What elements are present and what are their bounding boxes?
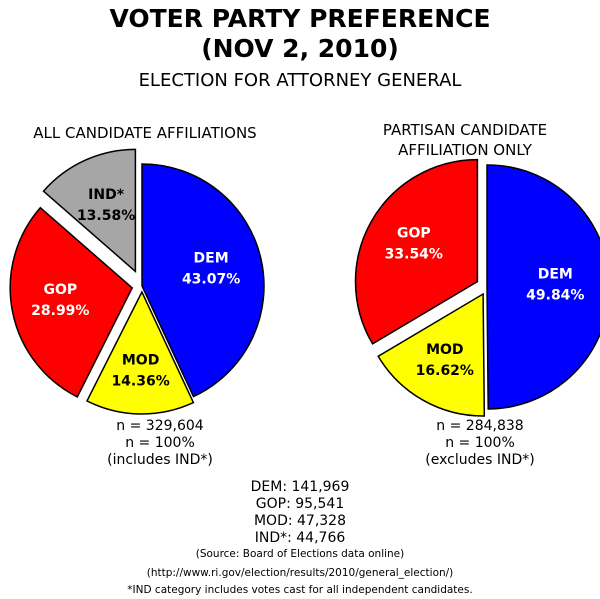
pie2-note-pct: n = 100%	[445, 435, 515, 451]
pie2-title-line2: AFFILIATION ONLY	[398, 141, 532, 159]
slice-label-mod: MOD	[426, 342, 463, 358]
slice-value-dem: 43.07%	[182, 272, 240, 288]
slice-value-mod: 16.62%	[416, 363, 474, 379]
total-ind: IND*: 44,766	[254, 530, 346, 546]
pie1-title: ALL CANDIDATE AFFILIATIONS	[33, 124, 257, 142]
total-gop: GOP: 95,541	[255, 496, 345, 512]
chart-title-line1: VOTER PARTY PREFERENCE	[109, 4, 491, 33]
pie-slice-dem	[486, 164, 600, 410]
slice-label-mod: MOD	[122, 353, 159, 369]
slice-value-mod: 14.36%	[111, 374, 169, 390]
pie2-title-line1: PARTISAN CANDIDATE	[382, 121, 548, 139]
total-dem: DEM: 141,969	[250, 479, 350, 495]
pie-chart-partisan-only: DEM 49.84% MOD 16.62% GOP 33.54%	[354, 158, 600, 417]
pie-chart-all-affiliations: DEM 43.07% MOD 14.36% GOP 28.99% IND* 13.58%	[9, 148, 265, 415]
pie-slice-dem	[141, 163, 265, 398]
pie-slice-gop	[9, 206, 134, 398]
pie1-note-n: n = 329,604	[116, 418, 204, 434]
chart-title-line2: (NOV 2, 2010)	[201, 34, 399, 63]
slice-label-dem: DEM	[194, 251, 229, 267]
slice-label-gop: GOP	[43, 282, 77, 298]
slice-value-ind: 13.58%	[77, 208, 135, 224]
pie-slice-gop	[354, 158, 479, 345]
footnote: *IND category includes votes cast for al…	[127, 584, 473, 596]
slice-label-gop: GOP	[397, 225, 431, 241]
pie-charts: DEM 43.07% MOD 14.36% GOP 28.99% IND* 13.58% DE…	[9, 148, 600, 417]
pie-slice-mod	[377, 292, 486, 417]
slice-label-ind: IND*	[88, 187, 125, 203]
slice-value-dem: 49.84%	[526, 288, 584, 304]
pie2-note-scope: (excludes IND*)	[425, 452, 535, 468]
pie2-note-n: n = 284,838	[436, 418, 524, 434]
total-mod: MOD: 47,328	[253, 513, 347, 529]
slice-value-gop: 28.99%	[31, 303, 89, 319]
pie-slice-ind	[42, 148, 137, 274]
vote-totals: DEM: 141,969 GOP: 95,541 MOD: 47,328 IND…	[0, 479, 600, 547]
pie1-note-pct: n = 100%	[125, 435, 195, 451]
chart-subtitle: ELECTION FOR ATTORNEY GENERAL	[138, 70, 462, 91]
source-note: (Source: Board of Elections data online)	[195, 548, 405, 560]
slice-value-gop: 33.54%	[385, 246, 443, 262]
slice-label-dem: DEM	[538, 267, 573, 283]
pie1-note-scope: (includes IND*)	[107, 452, 213, 468]
source-url: (http://www.ri.gov/election/results/2010…	[146, 567, 454, 579]
pie-slice-mod	[85, 290, 195, 415]
